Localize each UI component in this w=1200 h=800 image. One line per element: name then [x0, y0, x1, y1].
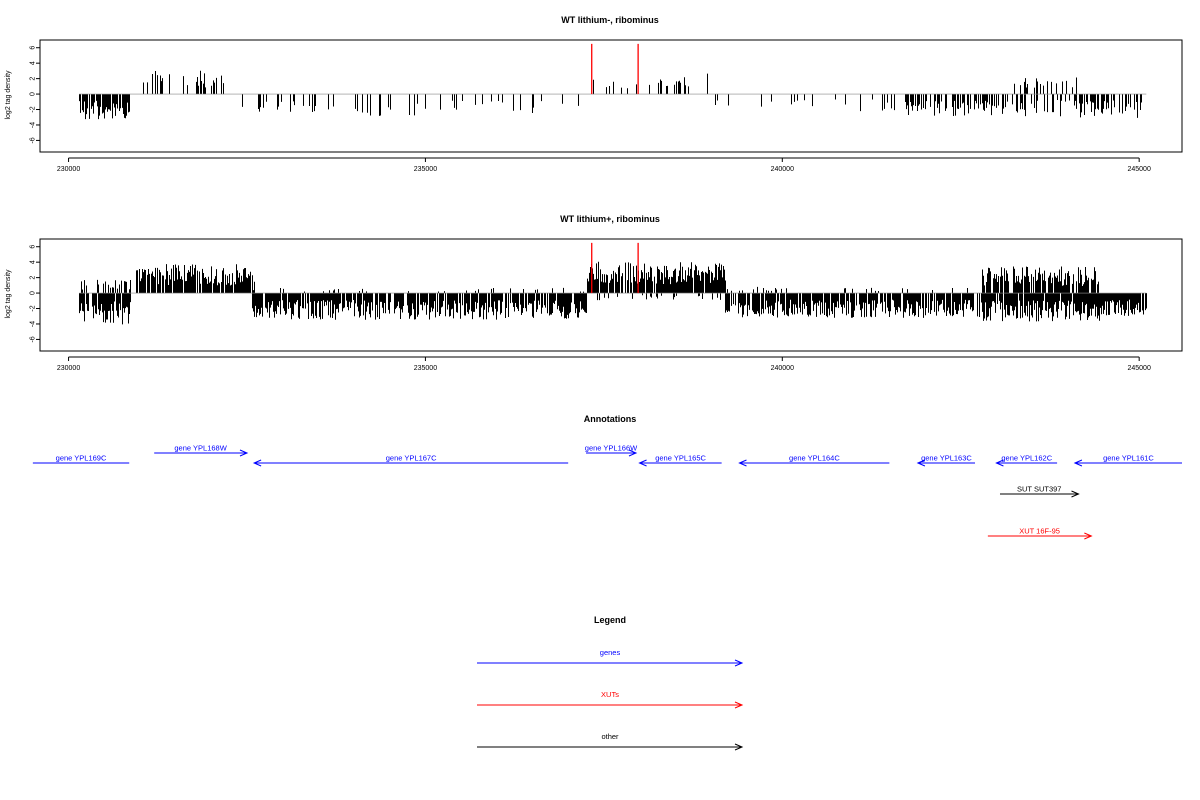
- arrowhead: [734, 743, 744, 751]
- annotation-feature: gene YPL168W: [154, 444, 249, 457]
- y-tick-label: -4: [30, 321, 37, 327]
- arrowhead: [628, 449, 638, 457]
- x-tick-label: 235000: [414, 166, 437, 173]
- y-tick-label: -6: [30, 137, 37, 143]
- y-tick-label: 6: [30, 46, 37, 50]
- annotation-feature: gene YPL166W: [585, 444, 638, 457]
- annotation-label: gene YPL163C: [921, 454, 972, 463]
- annotation-feature: SUT SUT397: [999, 485, 1080, 498]
- y-tick-label: 0: [30, 92, 37, 96]
- legend-item: XUTs: [477, 690, 744, 709]
- arrowhead: [1071, 490, 1080, 498]
- y-tick-label: -2: [30, 305, 37, 311]
- annotation-feature: gene YPL161C: [1073, 454, 1182, 467]
- annotation-label: gene YPL168W: [174, 444, 227, 453]
- y-tick-label: 2: [30, 276, 37, 280]
- arrowhead: [252, 459, 262, 467]
- chart-panel-lithium-minus: WT lithium-, ribominus log2 tag density …: [5, 15, 1183, 173]
- chart-panel-lithium-plus: WT lithium+, ribominus log2 tag density …: [5, 214, 1183, 372]
- arrowhead: [734, 659, 744, 667]
- legend-item: other: [477, 732, 744, 751]
- y-tick-label: 2: [30, 77, 37, 81]
- bar-series: [79, 70, 1142, 120]
- x-tick-label: 235000: [414, 365, 437, 372]
- legend-item: genes: [477, 648, 744, 667]
- y-axis: 6 4 2 0 -2 -4 -6: [30, 245, 41, 343]
- annotation-label: gene YPL166W: [585, 444, 638, 453]
- annotation-feature: gene YPL164C: [738, 454, 890, 467]
- legend-panel: Legend genes XUTs other: [477, 615, 744, 751]
- y-tick-label: 6: [30, 245, 37, 249]
- x-tick-label: 240000: [771, 365, 794, 372]
- legend-items: genes XUTs other: [477, 648, 744, 751]
- arrowhead: [638, 459, 647, 467]
- arrowhead: [239, 449, 249, 457]
- annotation-feature: gene YPL167C: [252, 454, 569, 467]
- x-tick-label: 245000: [1127, 166, 1150, 173]
- x-axis: 230000 235000 240000 245000: [57, 157, 1151, 173]
- arrowhead: [1084, 532, 1093, 540]
- chart-title: WT lithium-, ribominus: [561, 15, 659, 25]
- legend-label: other: [601, 732, 619, 741]
- y-tick-label: 4: [30, 61, 37, 65]
- annotation-label: gene YPL165C: [655, 454, 706, 463]
- y-axis: 6 4 2 0 -2 -4 -6: [30, 46, 41, 144]
- annotation-label: XUT 16F-95: [1019, 527, 1060, 536]
- annotation-label: SUT SUT397: [1017, 485, 1061, 494]
- arrowhead: [916, 459, 926, 467]
- annotation-items: gene YPL169C gene YPL168W gene YPL167C gene…: [32, 444, 1182, 540]
- y-tick-label: 0: [30, 291, 37, 295]
- arrowhead: [1073, 459, 1083, 467]
- y-tick-label: -2: [30, 106, 37, 112]
- bar-series: [79, 261, 1147, 325]
- annotation-label: gene YPL161C: [1103, 454, 1154, 463]
- arrowhead: [995, 459, 1004, 467]
- legend-label: genes: [600, 648, 621, 657]
- highlight-bars: [591, 43, 639, 95]
- x-tick-label: 240000: [771, 166, 794, 173]
- plot-frame: [39, 39, 1183, 153]
- chart-title: WT lithium+, ribominus: [560, 214, 660, 224]
- legend-label: XUTs: [601, 690, 619, 699]
- annotation-feature: XUT 16F-95: [987, 527, 1093, 540]
- x-tick-label: 230000: [57, 166, 80, 173]
- arrowhead: [734, 701, 744, 709]
- y-axis-label: log2 tag density: [5, 269, 12, 319]
- legend-title: Legend: [594, 615, 626, 625]
- annotation-label: gene YPL167C: [386, 454, 437, 463]
- highlight-bars: [591, 242, 639, 294]
- x-tick-label: 230000: [57, 365, 80, 372]
- annotation-feature: gene YPL163C: [916, 454, 976, 467]
- y-tick-label: -6: [30, 336, 37, 342]
- arrowhead: [738, 459, 747, 467]
- x-tick-label: 245000: [1127, 365, 1150, 372]
- y-tick-label: 4: [30, 260, 37, 264]
- annotation-label: gene YPL169C: [56, 454, 107, 463]
- annotation-label: gene YPL162C: [1001, 454, 1052, 463]
- annotation-feature: gene YPL162C: [995, 454, 1058, 467]
- y-tick-label: -4: [30, 122, 37, 128]
- annotations-title: Annotations: [584, 414, 637, 424]
- annotation-feature: gene YPL165C: [638, 454, 722, 467]
- annotation-label: gene YPL164C: [789, 454, 840, 463]
- y-axis-label: log2 tag density: [5, 70, 12, 120]
- x-axis: 230000 235000 240000 245000: [57, 356, 1151, 372]
- annotation-feature: gene YPL169C: [32, 454, 130, 464]
